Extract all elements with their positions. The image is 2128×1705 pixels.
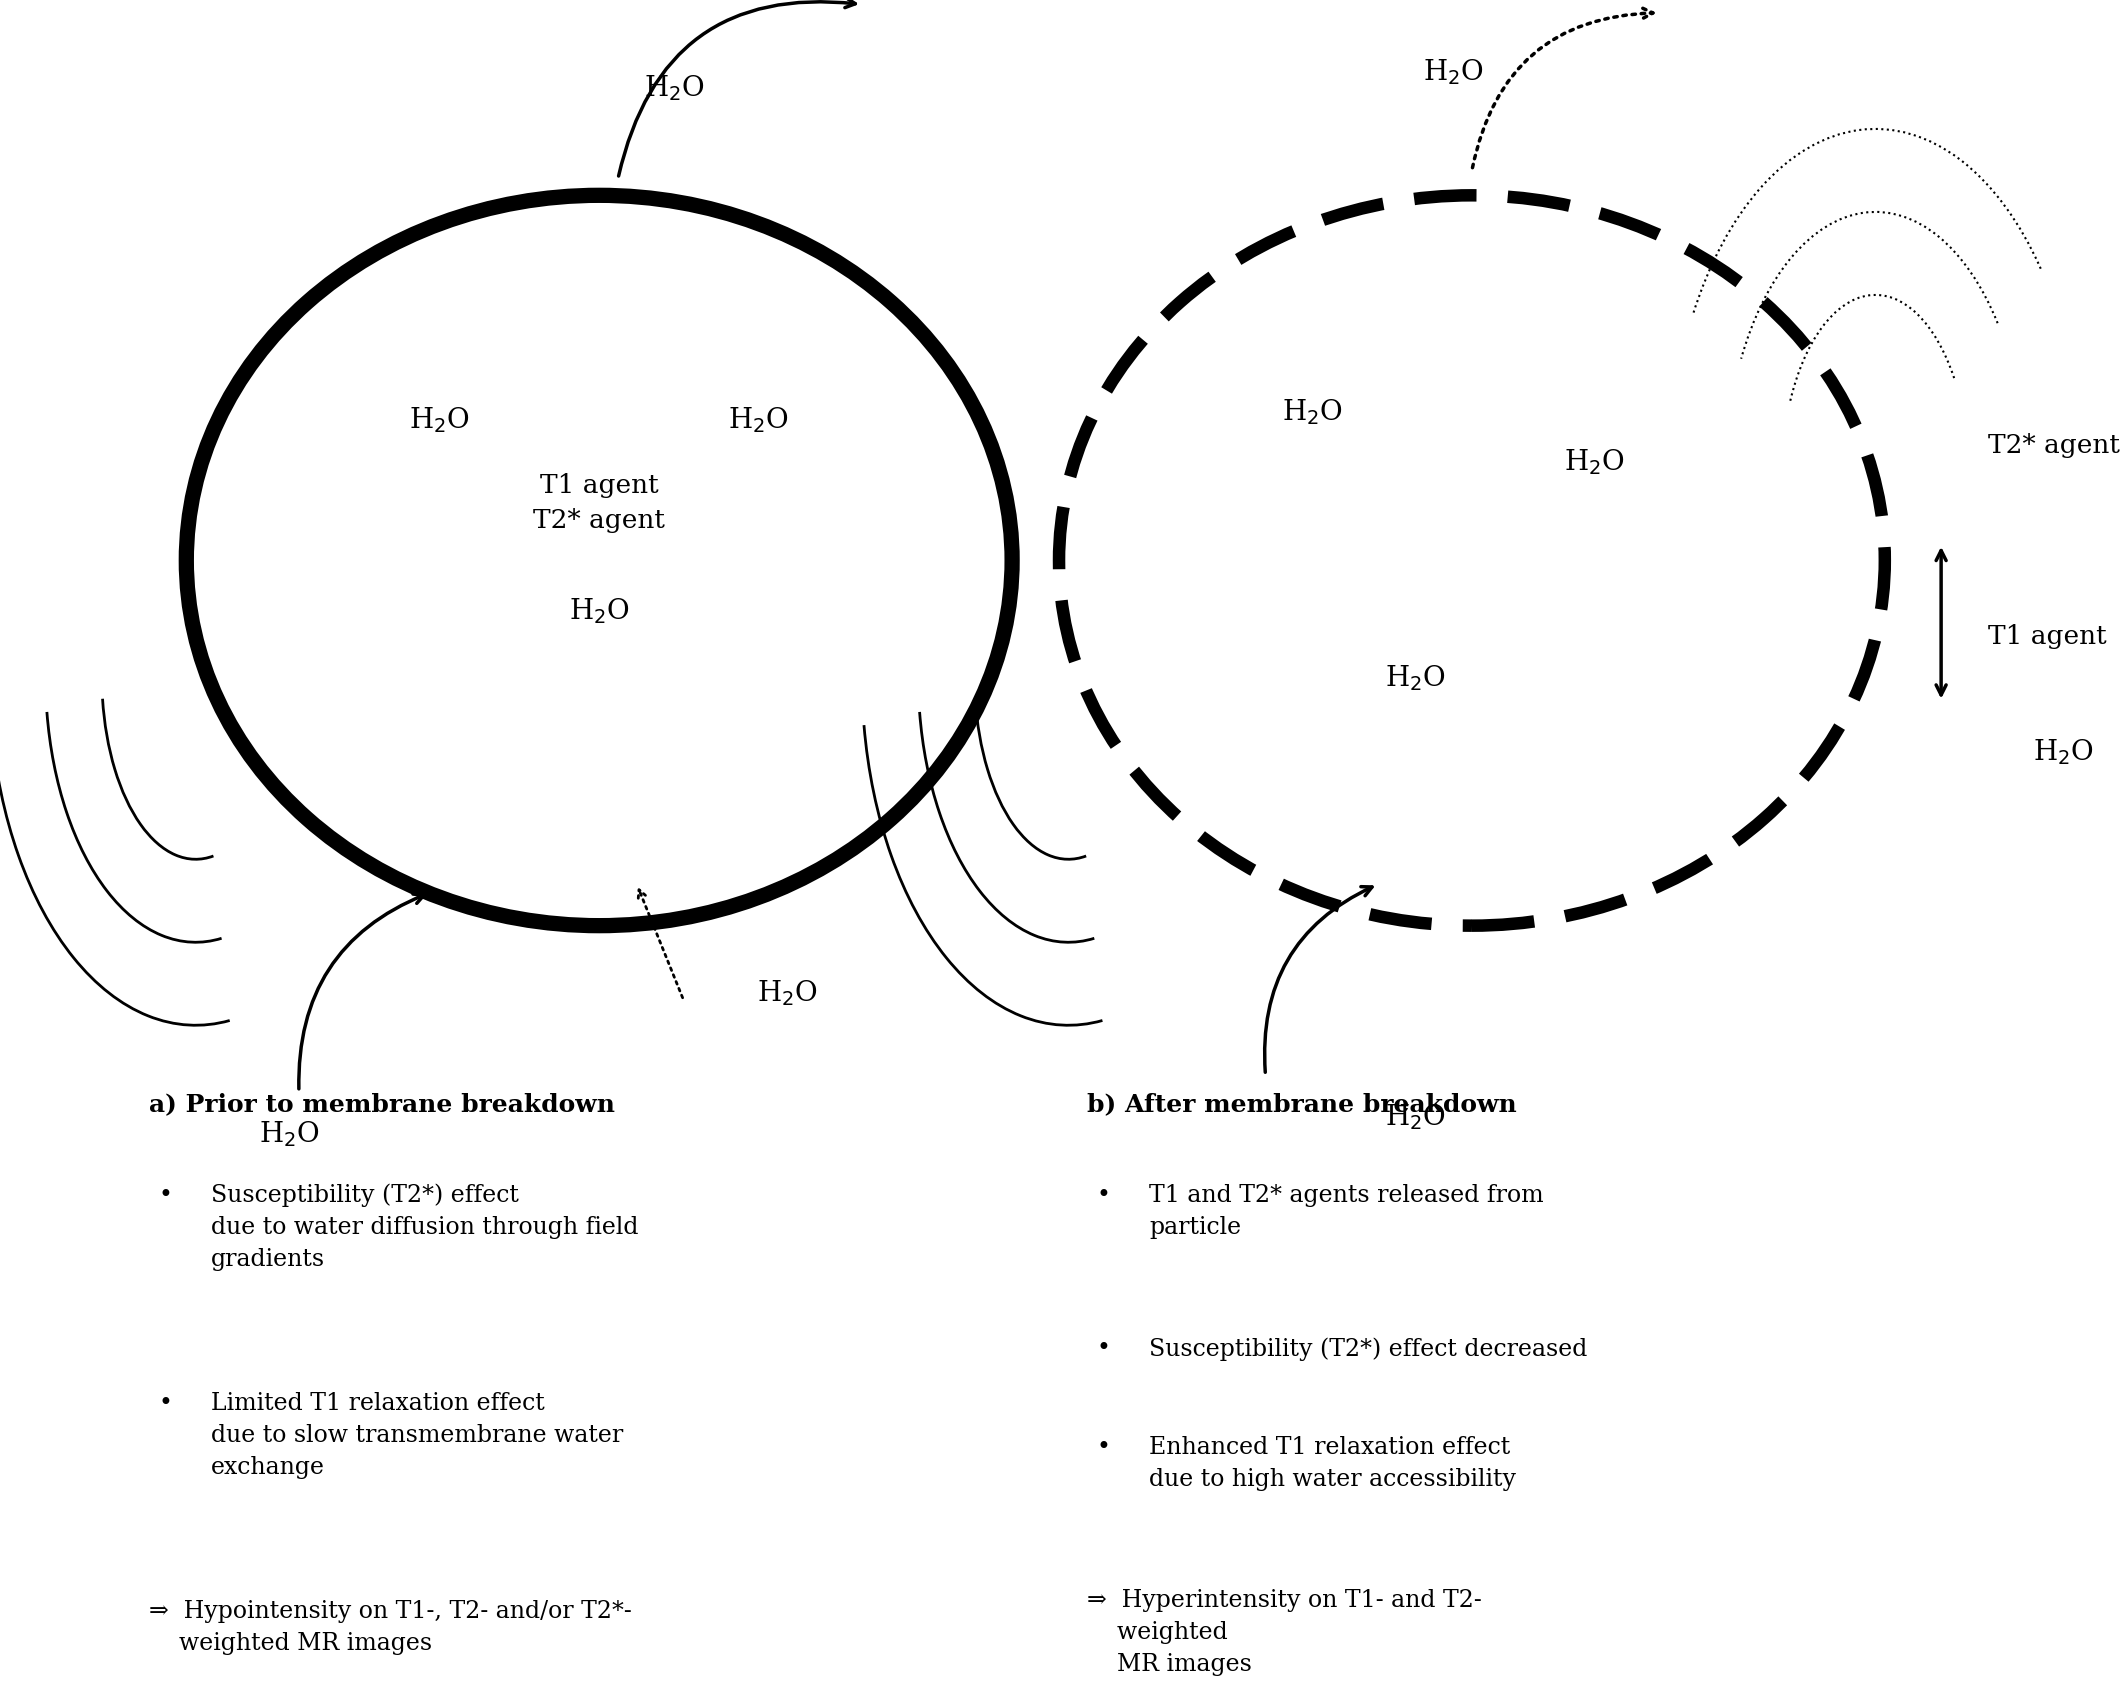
Text: H$_2$O: H$_2$O <box>1424 56 1483 87</box>
Text: H$_2$O: H$_2$O <box>728 406 789 435</box>
Text: Limited T1 relaxation effect
due to slow transmembrane water
exchange: Limited T1 relaxation effect due to slow… <box>211 1391 624 1478</box>
Text: •: • <box>157 1183 172 1205</box>
Text: T2* agent: T2* agent <box>1988 433 2119 457</box>
Text: H$_2$O: H$_2$O <box>1564 447 1624 476</box>
Text: H$_2$O: H$_2$O <box>2032 737 2094 767</box>
Text: H$_2$O: H$_2$O <box>1385 1101 1447 1132</box>
Text: H$_2$O: H$_2$O <box>1281 397 1343 426</box>
Text: H$_2$O: H$_2$O <box>1385 662 1447 692</box>
Text: Susceptibility (T2*) effect
due to water diffusion through field
gradients: Susceptibility (T2*) effect due to water… <box>211 1183 638 1270</box>
Text: T1 agent
T2* agent: T1 agent T2* agent <box>534 472 666 534</box>
Text: •: • <box>157 1391 172 1413</box>
Text: a) Prior to membrane breakdown: a) Prior to membrane breakdown <box>149 1091 615 1117</box>
Text: T1 agent: T1 agent <box>1988 624 2107 648</box>
Text: H$_2$O: H$_2$O <box>568 597 630 626</box>
Text: H$_2$O: H$_2$O <box>260 1118 319 1149</box>
Text: Susceptibility (T2*) effect decreased: Susceptibility (T2*) effect decreased <box>1149 1337 1587 1361</box>
Text: H$_2$O: H$_2$O <box>758 977 817 1008</box>
Text: b) After membrane breakdown: b) After membrane breakdown <box>1087 1091 1517 1117</box>
Text: H$_2$O: H$_2$O <box>645 73 704 104</box>
Text: H$_2$O: H$_2$O <box>409 406 470 435</box>
Text: T1 and T2* agents released from
particle: T1 and T2* agents released from particle <box>1149 1183 1543 1238</box>
Text: Enhanced T1 relaxation effect
due to high water accessibility: Enhanced T1 relaxation effect due to hig… <box>1149 1436 1515 1490</box>
Text: •: • <box>1096 1436 1111 1458</box>
Text: •: • <box>1096 1337 1111 1359</box>
Text: •: • <box>1096 1183 1111 1205</box>
Text: ⇒  Hyperintensity on T1- and T2-
    weighted
    MR images: ⇒ Hyperintensity on T1- and T2- weighted… <box>1087 1589 1481 1676</box>
Text: ⇒  Hypointensity on T1-, T2- and/or T2*-
    weighted MR images: ⇒ Hypointensity on T1-, T2- and/or T2*- … <box>149 1599 632 1654</box>
